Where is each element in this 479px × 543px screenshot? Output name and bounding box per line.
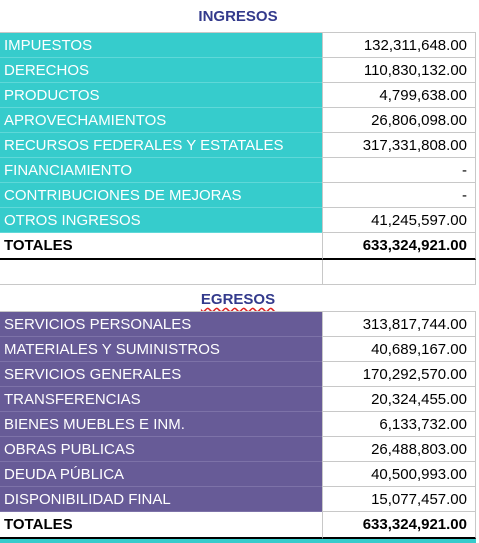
total-label: TOTALES <box>0 233 322 260</box>
row-value: 6,133,732.00 <box>322 412 476 437</box>
row-label: DISPONIBILIDAD FINAL <box>0 487 322 512</box>
cell-text: TOTALES <box>4 516 73 533</box>
cell-text: TRANSFERENCIAS <box>4 390 141 408</box>
cell-text: SERVICIOS GENERALES <box>4 365 182 383</box>
cell-text: MATERIALES Y SUMINISTROS <box>4 340 220 358</box>
row-value: 132,311,648.00 <box>322 33 476 58</box>
section-title: INGRESOS <box>0 0 476 33</box>
cell-text: APROVECHAMIENTOS <box>4 111 167 129</box>
row-value: 40,689,167.00 <box>322 337 476 362</box>
cell-text: 40,500,993.00 <box>371 465 467 483</box>
row-value: 26,806,098.00 <box>322 108 476 133</box>
row-label: IMPUESTOS <box>0 33 322 58</box>
cell-text: 15,077,457.00 <box>371 490 467 508</box>
row-value: 41,245,597.00 <box>322 208 476 233</box>
cell-text: OBRAS PUBLICAS <box>4 440 135 458</box>
row-value: 20,324,455.00 <box>322 387 476 412</box>
row-label: MATERIALES Y SUMINISTROS <box>0 337 322 362</box>
total-label: TOTALES <box>0 512 322 539</box>
cell-text: 4,799,638.00 <box>379 86 467 104</box>
row-label: OTROS INGRESOS <box>0 208 322 233</box>
cell-text: BIENES MUEBLES E INM. <box>4 415 185 433</box>
cell-text: - <box>462 186 467 204</box>
cell-text: DISPONIBILIDAD FINAL <box>4 490 171 508</box>
cell-text: DERECHOS <box>4 61 90 79</box>
total-value: 633,324,921.00 <box>322 512 476 539</box>
cell-text: 170,292,570.00 <box>362 365 467 383</box>
bottom-rule <box>0 539 476 543</box>
row-label: PRODUCTOS <box>0 83 322 108</box>
cell-text: 26,488,803.00 <box>371 440 467 458</box>
cell-text: 313,817,744.00 <box>362 315 467 333</box>
cell-text: DEUDA PÚBLICA <box>4 465 125 483</box>
row-value: 313,817,744.00 <box>322 312 476 337</box>
cell-text: SERVICIOS PERSONALES <box>4 315 192 333</box>
cell-text: 317,331,808.00 <box>362 136 467 154</box>
cell-text: OTROS INGRESOS <box>4 211 141 229</box>
row-label: TRANSFERENCIAS <box>0 387 322 412</box>
cell-text: 132,311,648.00 <box>363 36 467 54</box>
cell-text: 110,830,132.00 <box>363 61 467 79</box>
row-label: DEUDA PÚBLICA <box>0 462 322 487</box>
cell-text: 6,133,732.00 <box>379 415 467 433</box>
row-value: 40,500,993.00 <box>322 462 476 487</box>
cell-text: PRODUCTOS <box>4 86 100 104</box>
cell-text: IMPUESTOS <box>4 36 93 54</box>
cell-text: EGRESOS <box>200 291 276 308</box>
row-label: DERECHOS <box>0 58 322 83</box>
row-label: BIENES MUEBLES E INM. <box>0 412 322 437</box>
row-label: OBRAS PUBLICAS <box>0 437 322 462</box>
row-value: 4,799,638.00 <box>322 83 476 108</box>
row-value: 317,331,808.00 <box>322 133 476 158</box>
row-value: 110,830,132.00 <box>322 58 476 83</box>
cell-text: 633,324,921.00 <box>362 516 467 533</box>
row-value: 170,292,570.00 <box>322 362 476 387</box>
blank-cell <box>322 260 476 285</box>
row-label: RECURSOS FEDERALES Y ESTATALES <box>0 133 322 158</box>
cell-text: INGRESOS <box>198 7 278 25</box>
total-value: 633,324,921.00 <box>322 233 476 260</box>
row-value: - <box>322 183 476 208</box>
cell-text: TOTALES <box>4 237 73 254</box>
row-value: - <box>322 158 476 183</box>
blank-row <box>0 260 322 285</box>
cell-text: 26,806,098.00 <box>371 111 467 129</box>
cell-text: CONTRIBUCIONES DE MEJORAS <box>4 186 242 204</box>
cell-text: 633,324,921.00 <box>362 237 467 254</box>
row-label: SERVICIOS GENERALES <box>0 362 322 387</box>
row-label: APROVECHAMIENTOS <box>0 108 322 133</box>
cell-text: FINANCIAMIENTO <box>4 161 133 179</box>
row-label: CONTRIBUCIONES DE MEJORAS <box>0 183 322 208</box>
cell-text: RECURSOS FEDERALES Y ESTATALES <box>4 136 284 154</box>
cell-text: 41,245,597.00 <box>371 211 467 229</box>
row-label: SERVICIOS PERSONALES <box>0 312 322 337</box>
row-value: 26,488,803.00 <box>322 437 476 462</box>
section-title: EGRESOS <box>0 288 476 312</box>
row-value: 15,077,457.00 <box>322 487 476 512</box>
cell-text: - <box>462 161 467 179</box>
cell-text: 40,689,167.00 <box>371 340 467 358</box>
row-label: FINANCIAMIENTO <box>0 158 322 183</box>
cell-text: 20,324,455.00 <box>371 390 467 408</box>
